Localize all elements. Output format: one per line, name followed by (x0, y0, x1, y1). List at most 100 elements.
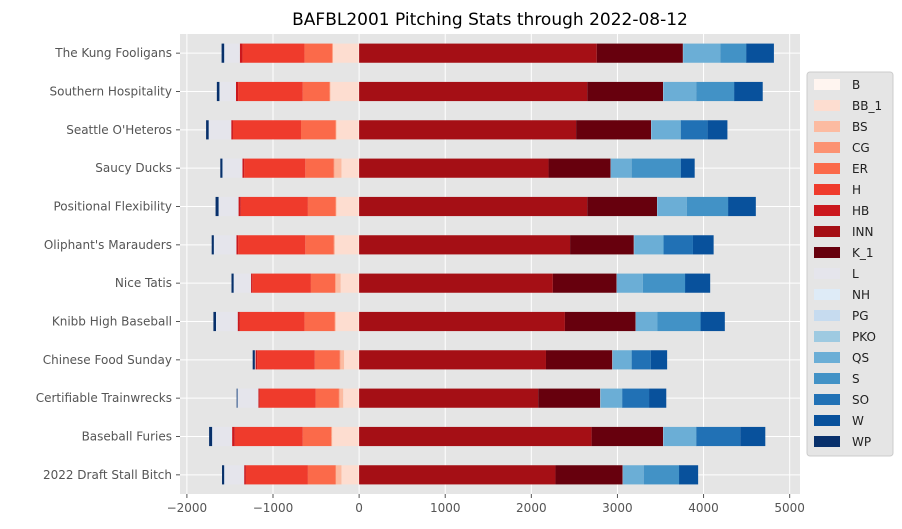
legend-swatch (814, 184, 840, 195)
bar-segment: Baseball Furies – NH: -2 (212, 426, 213, 447)
bar-segment: Oliphant's Marauders – ER: -330 (305, 235, 334, 255)
bar-segment: Positional Flexibility – B: -5 (358, 196, 360, 217)
bar-segment: Chinese Food Sunday – BB_1: -170 (344, 350, 359, 370)
x-axis-tick-labels: −2000 −1000 0 1000 2000 3000 4000 5000 (167, 494, 805, 515)
bar-segment: Baseball Furies – W: 290 (740, 426, 766, 447)
legend-label: BB_1 (852, 99, 882, 113)
y-tick-label: Chinese Food Sunday (43, 353, 172, 367)
legend-swatch (814, 247, 840, 258)
bar-segment: Oliphant's Marauders – SO: 340 (663, 235, 693, 255)
bar-segment: The Kung Fooligans – BB_1: -300 (332, 43, 359, 63)
legend-swatch (814, 415, 840, 426)
bar-segment: Baseball Furies – BB_1: -310 (331, 426, 359, 447)
bar-segment: Saucy Ducks – BS: -85 (334, 158, 342, 178)
bar-segment: Nice Tatis – W: 290 (685, 273, 711, 293)
bar-segment: Certifiable Trainwrecks – ER: -270 (315, 388, 339, 408)
bar-segment: 2022 Draft Stall Bitch – PKO: 5 (622, 465, 624, 485)
bar-segment: Knibb High Baseball – WP: -30 (213, 311, 216, 332)
bar-segment: Oliphant's Marauders – INN: 2450 (359, 235, 571, 255)
bar-segment: Chinese Food Sunday – QS: 220 (612, 350, 632, 370)
bar-segment: Positional Flexibility – BB_1: -260 (336, 196, 359, 217)
bar-segment: Oliphant's Marauders – B: -5 (358, 235, 360, 255)
bar-segment: Certifiable Trainwrecks – L: -240 (237, 388, 259, 408)
x-tick-label: 3000 (602, 501, 633, 515)
bar-segment: Seattle O'Heteros – QS: 340 (651, 120, 681, 140)
bar-segment: Nice Tatis – INN: 2250 (359, 273, 553, 293)
legend-swatch (814, 226, 840, 237)
bar-segment: Chinese Food Sunday – SO: 220 (631, 350, 651, 370)
x-tick-label: −1000 (253, 501, 294, 515)
bar-segment: Knibb High Baseball – S: 500 (657, 311, 701, 332)
bar-segment: The Kung Fooligans – NH: -2 (224, 43, 225, 63)
y-tick-label: Positional Flexibility (54, 200, 173, 214)
bar-segment: Positional Flexibility – NH: -2 (218, 196, 220, 217)
bar-segment: Knibb High Baseball – NH: -2 (215, 311, 217, 332)
bar-segment: Baseball Furies – CG: -5 (331, 426, 332, 447)
bar-segment: The Kung Fooligans – ER: -320 (304, 43, 332, 63)
bar-segment: Baseball Furies – BS: -5 (331, 426, 333, 447)
y-tick-label: Saucy Ducks (95, 161, 172, 175)
bar-segment: Positional Flexibility – PKO: 5 (657, 196, 658, 217)
bar-segment: Chinese Food Sunday – PKO: 5 (612, 350, 613, 370)
bar-segment: Certifiable Trainwrecks – BB_1: -180 (343, 388, 359, 408)
bar-segment: The Kung Fooligans – INN: 2760 (359, 43, 597, 63)
bar-segment: Positional Flexibility – W: 320 (728, 196, 756, 217)
bar-segment: Nice Tatis – B: -5 (358, 273, 360, 293)
bar-segment: Chinese Food Sunday – ER: -290 (314, 350, 340, 370)
legend-swatch (814, 100, 840, 111)
bar-segment: Saucy Ducks – S: 570 (631, 158, 681, 178)
bar-segment: Southern Hospitality – CG: -5 (329, 81, 331, 102)
bar-segment: Knibb High Baseball – W: 280 (700, 311, 725, 332)
bar-segment: Southern Hospitality – PKO: 5 (663, 81, 664, 102)
legend-label: ER (852, 162, 868, 176)
bar-segment: Southern Hospitality – QS: 380 (663, 81, 697, 102)
bar-segment: Seattle O'Heteros – CG: -5 (335, 120, 337, 140)
legend-label: B (852, 78, 860, 92)
bar-segment: Southern Hospitality – ER: -310 (302, 81, 330, 102)
x-tick-label: 2000 (516, 501, 547, 515)
bar-segment: Knibb High Baseball – QS: 250 (635, 311, 658, 332)
bar-segment: Southern Hospitality – L: -190 (219, 81, 236, 102)
bar-segment: Nice Tatis – ER: -280 (310, 273, 335, 293)
bar-segment: The Kung Fooligans – H: -720 (242, 43, 305, 63)
bar-segment: Southern Hospitality – W: 330 (734, 81, 763, 102)
bar-segment: 2022 Draft Stall Bitch – BB_1: -200 (341, 465, 359, 485)
bar-segment: 2022 Draft Stall Bitch – B: -5 (358, 465, 360, 485)
plot-background (180, 34, 800, 494)
bar-segment: Chinese Food Sunday – NH: -2 (254, 350, 256, 370)
bar-segment: Baseball Furies – PKO: 5 (663, 426, 664, 447)
bar-segment: Saucy Ducks – QS: 240 (610, 158, 632, 178)
bar-segment: Baseball Furies – K_1: 830 (591, 426, 664, 447)
bar-segment: Seattle O'Heteros – WP: -30 (206, 120, 209, 140)
bar-segment: Certifiable Trainwrecks – BS: -45 (339, 388, 344, 408)
bar-segment: Baseball Furies – WP: -35 (209, 426, 213, 447)
bar-segment: The Kung Fooligans – HB: -30 (239, 43, 243, 63)
x-tick-label: 0 (355, 501, 363, 515)
bar-segment: Knibb High Baseball – B: -5 (358, 311, 360, 332)
bar-segment: Chinese Food Sunday – K_1: 770 (545, 350, 613, 370)
legend-label: INN (852, 225, 874, 239)
bar-segment: Southern Hospitality – BB_1: -330 (330, 81, 359, 102)
bar-segment: Certifiable Trainwrecks – K_1: 720 (538, 388, 601, 408)
y-tick-label: The Kung Fooligans (54, 46, 172, 60)
bar-segment: The Kung Fooligans – B: -5 (358, 43, 360, 63)
legend-label: S (852, 372, 860, 386)
bar-segment: Baseball Furies – HB: -30 (232, 426, 235, 447)
bar-segment: Positional Flexibility – ER: -320 (307, 196, 336, 217)
bar-segment: Nice Tatis – WP: -25 (231, 273, 234, 293)
bar-segment: The Kung Fooligans – L: -180 (224, 43, 240, 63)
bar-segment: Oliphant's Marauders – NH: -2 (213, 235, 215, 255)
bar-segment: Positional Flexibility – BS: -5 (335, 196, 337, 217)
bar-segment: Nice Tatis – QS: 300 (617, 273, 643, 293)
bar-segment: Saucy Ducks – HB: -20 (242, 158, 245, 178)
legend-swatch (814, 121, 840, 132)
bar-segment: Seattle O'Heteros – L: -260 (208, 120, 232, 140)
bar-segment: The Kung Fooligans – WP: -30 (221, 43, 225, 63)
bar-segment: Seattle O'Heteros – INN: 2520 (359, 120, 577, 140)
legend-swatch (814, 394, 840, 405)
bar-segment: Knibb High Baseball – PKO: 5 (635, 311, 637, 332)
bar-segment: Positional Flexibility – S: 480 (686, 196, 729, 217)
bar-segment: Positional Flexibility – CG: -5 (335, 196, 337, 217)
bar-segment: Baseball Furies – QS: 380 (663, 426, 697, 447)
bar-segments: The Kung Fooligans – B: -5The Kung Fooli… (206, 43, 774, 485)
